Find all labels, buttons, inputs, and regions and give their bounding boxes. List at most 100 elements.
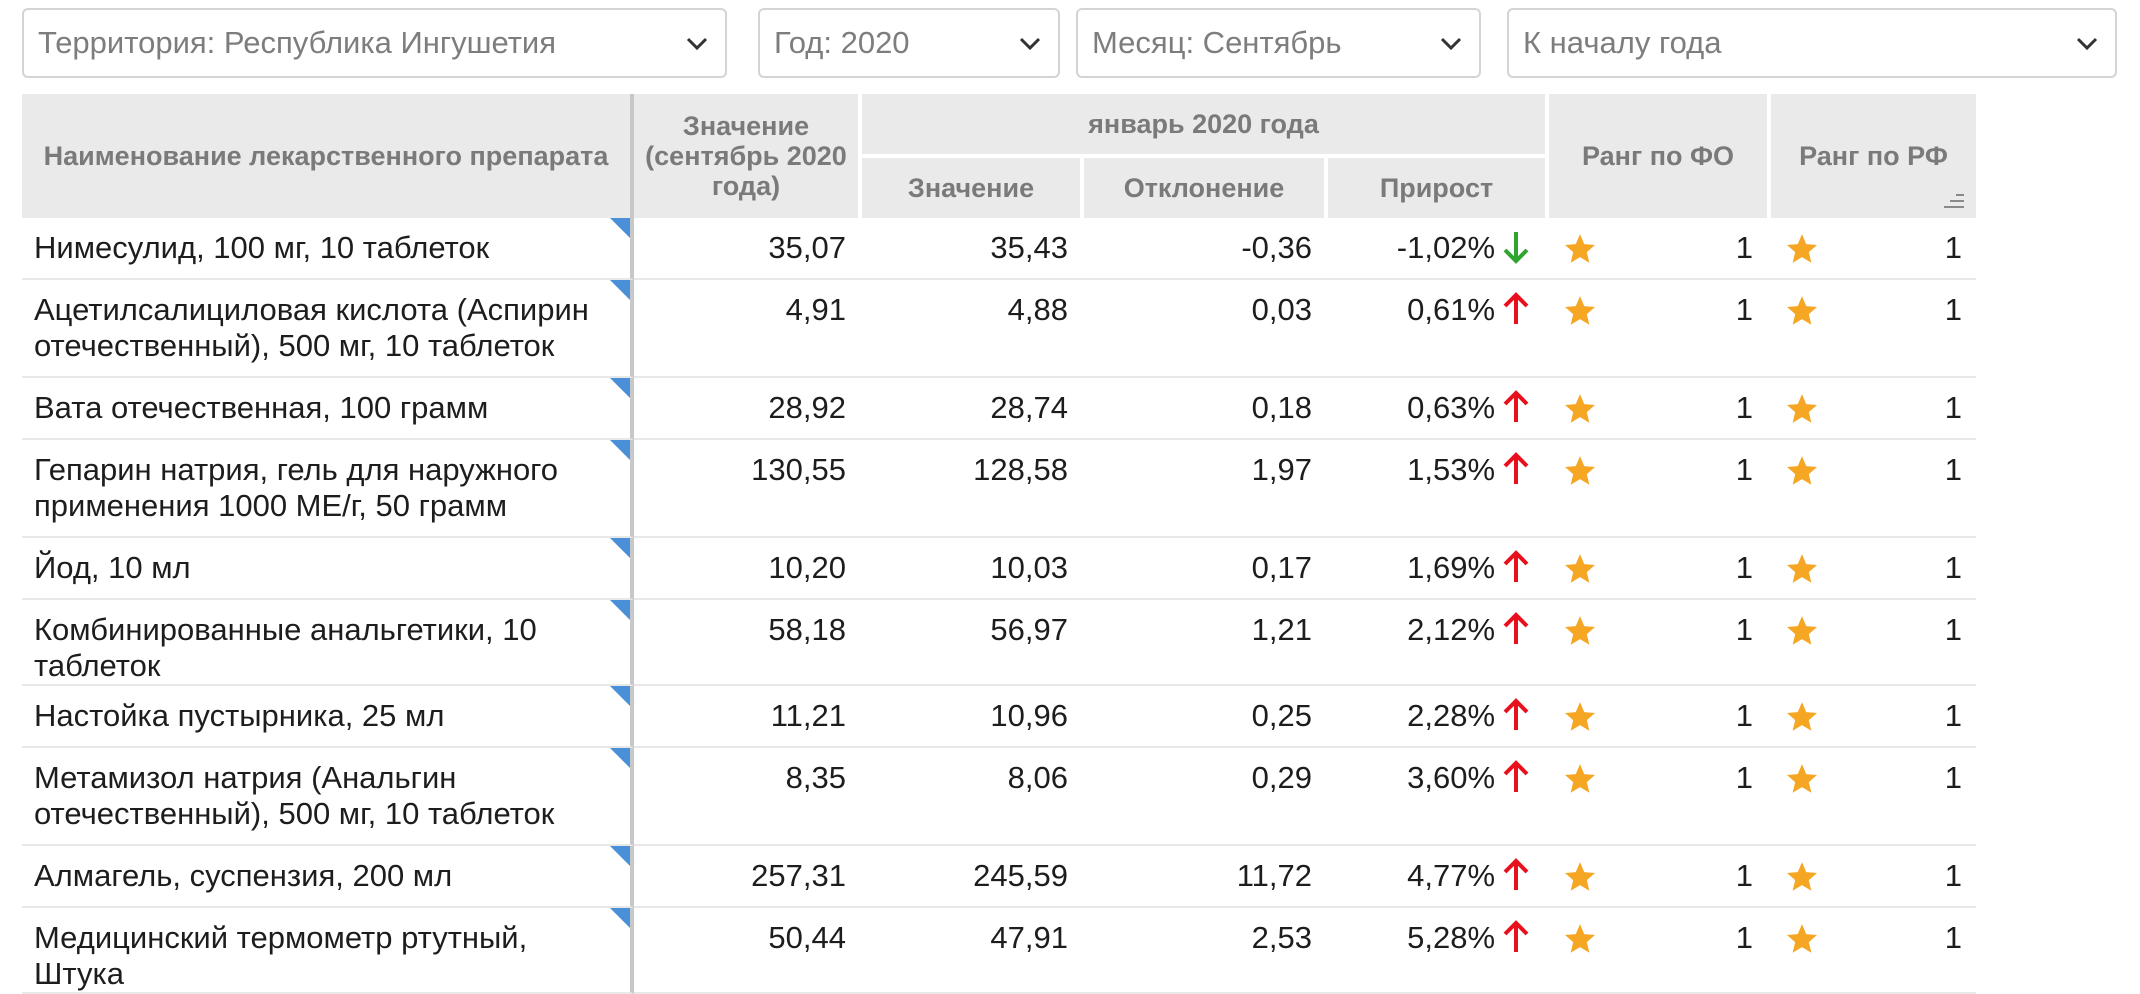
growth-value: 1,69%: [1407, 550, 1496, 585]
comment-marker-icon[interactable]: [610, 538, 630, 558]
territory-dropdown-label: Территория: Республика Ингушетия: [38, 25, 557, 60]
cell-value-base: 8,06: [858, 748, 1080, 846]
rank-rf-value: 1: [1944, 390, 1963, 425]
filter-bar: Территория: Республика Ингушетия Год: 20…: [0, 0, 2140, 90]
cell-value-base: 128,58: [858, 440, 1080, 538]
comment-marker-icon[interactable]: [610, 378, 630, 398]
comment-marker-icon[interactable]: [610, 748, 630, 768]
rank-rf-value: 1: [1944, 550, 1963, 585]
cell-rank-rf: 1: [1767, 600, 1977, 686]
comment-marker-icon[interactable]: [610, 846, 630, 866]
cell-value-current: 4,91: [634, 280, 858, 378]
medicine-name: Гепарин натрия, гель для наружного приме…: [34, 452, 559, 523]
cell-value-base: 56,97: [858, 600, 1080, 686]
cell-rank-rf: 1: [1767, 378, 1977, 440]
table-row[interactable]: Йод, 10 мл 10,20 10,03 0,17 1,69% 1 1: [22, 538, 1977, 600]
table-row[interactable]: Ацетилсалициловая кислота (Аспирин отече…: [22, 280, 1977, 378]
arrow-up-icon: [1503, 390, 1529, 422]
cell-value-current: 35,07: [634, 218, 858, 280]
medicine-name: Йод, 10 мл: [34, 550, 191, 585]
star-icon: [1564, 616, 1596, 645]
month-dropdown[interactable]: Месяц: Сентябрь: [1076, 8, 1481, 78]
header-rank-fo[interactable]: Ранг по ФО: [1545, 94, 1768, 218]
star-icon: [1786, 554, 1818, 583]
cell-rank-fo: 1: [1545, 600, 1768, 686]
table-row[interactable]: Метамизол натрия (Анальгин отечественный…: [22, 748, 1977, 846]
table-row[interactable]: Нимесулид, 100 мг, 10 таблеток 35,07 35,43…: [22, 218, 1977, 280]
medicine-name: Медицинский термометр ртутный, Штука: [34, 920, 528, 991]
medicine-name: Ацетилсалициловая кислота (Аспирин отече…: [34, 292, 589, 363]
rank-fo-value: 1: [1735, 612, 1754, 647]
cell-value-base: 10,03: [858, 538, 1080, 600]
comment-marker-icon[interactable]: [610, 218, 630, 238]
star-icon: [1564, 924, 1596, 953]
table-row[interactable]: Вата отечественная, 100 грамм 28,92 28,74 0…: [22, 378, 1977, 440]
star-icon: [1786, 296, 1818, 325]
cell-rank-fo: 1: [1545, 748, 1768, 846]
year-dropdown[interactable]: Год: 2020: [758, 8, 1060, 78]
header-name[interactable]: Наименование лекарственного препарата: [22, 94, 634, 218]
rank-rf-value: 1: [1944, 452, 1963, 487]
medicines-table: Наименование лекарственного препарата Зн…: [22, 94, 1977, 994]
comment-marker-icon[interactable]: [610, 280, 630, 300]
growth-value: 3,60%: [1407, 760, 1496, 795]
table-row[interactable]: Гепарин натрия, гель для наружного приме…: [22, 440, 1977, 538]
growth-value: 1,53%: [1407, 452, 1496, 487]
table-row[interactable]: Алмагель, суспензия, 200 мл 257,31 245,59 1…: [22, 846, 1977, 908]
cell-rank-fo: 1: [1545, 378, 1768, 440]
cell-name: Комбинированные анальгетики, 10 таблеток: [22, 600, 634, 686]
cell-name: Йод, 10 мл: [22, 538, 634, 600]
cell-growth: -1,02%: [1324, 218, 1546, 280]
header-deviation[interactable]: Отклонение: [1080, 158, 1324, 218]
arrow-up-icon: [1503, 760, 1529, 792]
period-dropdown-label: К началу года: [1523, 25, 1722, 60]
header-value-current[interactable]: Значение (сентябрь 2020 года): [634, 94, 858, 218]
cell-rank-rf: 1: [1767, 538, 1977, 600]
header-rank-rf[interactable]: Ранг по РФ: [1767, 94, 1977, 218]
comment-marker-icon[interactable]: [610, 686, 630, 706]
table-row[interactable]: Настойка пустырника, 25 мл 11,21 10,96 0,25…: [22, 686, 1977, 748]
cell-name: Нимесулид, 100 мг, 10 таблеток: [22, 218, 634, 280]
header-value-base[interactable]: Значение: [858, 158, 1080, 218]
table-row[interactable]: Комбинированные анальгетики, 10 таблеток…: [22, 600, 1977, 686]
territory-dropdown[interactable]: Территория: Республика Ингушетия: [22, 8, 727, 78]
growth-value: 4,77%: [1407, 858, 1496, 893]
cell-rank-fo: 1: [1545, 846, 1768, 908]
header-growth[interactable]: Прирост: [1324, 158, 1546, 218]
rank-fo-value: 1: [1735, 698, 1754, 733]
cell-value-base: 35,43: [858, 218, 1080, 280]
arrow-down-icon: [1503, 232, 1529, 264]
comment-marker-icon[interactable]: [610, 600, 630, 620]
cell-growth: 4,77%: [1324, 846, 1546, 908]
rank-fo-value: 1: [1735, 858, 1754, 893]
cell-deviation: 0,18: [1080, 378, 1324, 440]
table-row[interactable]: Медицинский термометр ртутный, Штука 50,4…: [22, 908, 1977, 994]
arrow-up-icon: [1503, 452, 1529, 484]
cell-value-base: 28,74: [858, 378, 1080, 440]
rank-fo-value: 1: [1735, 230, 1754, 265]
cell-value-current: 11,21: [634, 686, 858, 748]
cell-deviation: 11,72: [1080, 846, 1324, 908]
star-icon: [1564, 296, 1596, 325]
star-icon: [1564, 862, 1596, 891]
cell-deviation: 2,53: [1080, 908, 1324, 994]
cell-value-base: 47,91: [858, 908, 1080, 994]
cell-rank-fo: 1: [1545, 440, 1768, 538]
cell-name: Настойка пустырника, 25 мл: [22, 686, 634, 748]
medicine-name: Нимесулид, 100 мг, 10 таблеток: [34, 230, 490, 265]
rank-fo-value: 1: [1735, 390, 1754, 425]
comment-marker-icon[interactable]: [610, 440, 630, 460]
cell-rank-fo: 1: [1545, 538, 1768, 600]
star-icon: [1564, 764, 1596, 793]
cell-rank-fo: 1: [1545, 218, 1768, 280]
cell-rank-rf: 1: [1767, 686, 1977, 748]
chevron-down-icon: [1440, 37, 1462, 51]
star-icon: [1786, 764, 1818, 793]
cell-value-current: 10,20: [634, 538, 858, 600]
sort-icon[interactable]: [1942, 192, 1966, 210]
rank-fo-value: 1: [1735, 550, 1754, 585]
comment-marker-icon[interactable]: [610, 908, 630, 928]
period-dropdown[interactable]: К началу года: [1507, 8, 2117, 78]
arrow-up-icon: [1503, 292, 1529, 324]
cell-value-current: 58,18: [634, 600, 858, 686]
